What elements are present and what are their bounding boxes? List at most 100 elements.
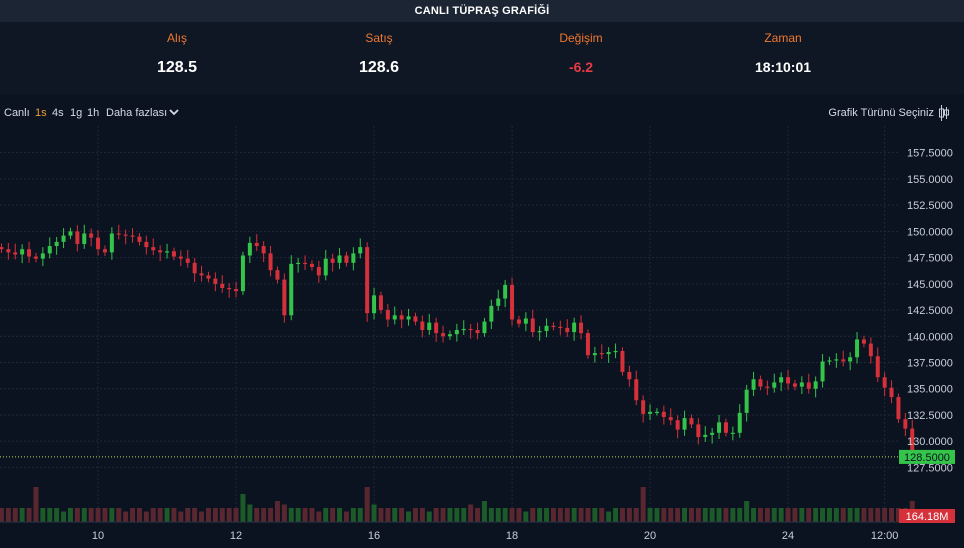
volume-bar: [95, 508, 101, 522]
candle-body: [323, 258, 328, 276]
candle-body: [75, 231, 80, 244]
candle-body: [316, 267, 321, 276]
volume-bar: [661, 508, 667, 522]
candle-body: [751, 379, 756, 390]
timeframe-1s-button[interactable]: 1s: [35, 107, 47, 119]
volume-bar: [88, 508, 94, 522]
ask-quote: Satış 128.6: [279, 22, 479, 77]
volume-bar: [116, 508, 122, 522]
volume-bar: [440, 508, 446, 522]
live-button[interactable]: Canlı: [4, 107, 30, 119]
x-tick-label: 12:00: [871, 530, 899, 542]
volume-bar: [130, 508, 136, 522]
candle-body: [454, 329, 459, 335]
volume-bar: [378, 508, 384, 522]
volume-bar: [654, 508, 660, 522]
volume-bar: [192, 508, 198, 522]
candle-body: [855, 339, 860, 358]
timeframe-4s-button[interactable]: 4s: [52, 107, 64, 119]
volume-bar: [102, 508, 108, 522]
volume-bar: [695, 508, 701, 522]
volume-bar: [47, 508, 53, 522]
volume-bar: [461, 508, 467, 522]
time-quote: Zaman 18:10:01: [683, 22, 883, 75]
candle-body: [102, 249, 107, 253]
candle-body: [399, 315, 404, 320]
candle-body: [682, 418, 687, 430]
ask-value: 128.6: [358, 59, 400, 76]
volume-bar: [468, 504, 474, 522]
candle-body: [599, 353, 604, 355]
volume-bar: [330, 508, 336, 522]
candle-body: [530, 318, 535, 333]
candle-body: [261, 246, 266, 254]
y-tick-label: 150.0000: [907, 226, 953, 238]
x-tick-label: 16: [368, 530, 380, 542]
volume-bar: [847, 508, 853, 522]
candle-body: [627, 371, 632, 380]
candle-body: [358, 247, 363, 254]
candle-body: [482, 321, 487, 334]
candle-body: [109, 233, 114, 253]
volume-bar: [516, 508, 522, 522]
timeframe-1g-button[interactable]: 1g: [70, 107, 83, 119]
volume-bar: [813, 508, 819, 522]
candle-body: [213, 278, 218, 284]
candle-body: [447, 334, 452, 337]
volume-bar: [302, 508, 308, 522]
candle-body: [641, 400, 646, 414]
y-tick-label: 140.0000: [907, 331, 953, 343]
candle-body: [765, 386, 770, 388]
volume-bar: [557, 508, 563, 522]
volume-bar: [309, 508, 315, 522]
candle-body: [6, 249, 11, 253]
candle-body: [723, 422, 728, 433]
candle-body: [234, 289, 239, 292]
candle-body: [82, 233, 87, 244]
timeframe-1h-button[interactable]: 1h: [87, 107, 100, 119]
volume-bar: [530, 508, 536, 522]
candle-body: [372, 295, 377, 314]
volume-bar: [820, 508, 826, 522]
more-timeframes-button[interactable]: Daha fazlası: [106, 107, 168, 119]
volume-bar: [205, 508, 211, 522]
volume-bar: [640, 487, 646, 522]
volume-bar: [316, 511, 322, 522]
volume-bar: [123, 511, 129, 522]
candle-body: [861, 339, 866, 344]
volume-bar: [33, 487, 39, 522]
chevron-down-icon[interactable]: [168, 106, 180, 118]
volume-bar: [716, 508, 722, 522]
change-value: -6.2: [568, 59, 594, 75]
volume-bar: [447, 508, 453, 522]
candle-body: [427, 322, 432, 330]
volume-bar: [433, 508, 439, 522]
candle-body: [378, 295, 383, 311]
volume-bar: [240, 494, 246, 522]
volume-bar: [357, 508, 363, 522]
volume-bar: [730, 508, 736, 522]
volume-bar: [150, 508, 156, 522]
volume-bar: [219, 508, 225, 522]
price-chart[interactable]: 157.5000 155.0000 152.5000 150.0000 147.5000…: [0, 126, 964, 548]
y-tick-label: 142.5000: [907, 305, 953, 317]
change-label: Değişim: [559, 31, 603, 45]
candle-body: [792, 383, 797, 387]
last-price-label: 128.5000: [904, 452, 950, 464]
volume-bar: [199, 511, 205, 522]
volume-bar: [764, 508, 770, 522]
y-tick-label: 145.0000: [907, 279, 953, 291]
volume-bar: [599, 508, 605, 522]
change-quote: Değişim -6.2: [481, 22, 681, 75]
volume-bar: [585, 508, 591, 522]
x-tick-label: 18: [506, 530, 518, 542]
candle-body: [130, 235, 135, 237]
page-title: CANLI TÜPRAŞ GRAFİĞİ: [414, 5, 550, 17]
volume-bar: [164, 508, 170, 522]
volume-bar: [288, 508, 294, 522]
volume-bar: [854, 508, 860, 522]
volume-bar: [337, 508, 343, 522]
candlestick-icon[interactable]: [938, 104, 950, 122]
chart-type-selector[interactable]: Grafik Türünü Seçiniz: [828, 107, 934, 119]
volume-bar: [709, 508, 715, 522]
